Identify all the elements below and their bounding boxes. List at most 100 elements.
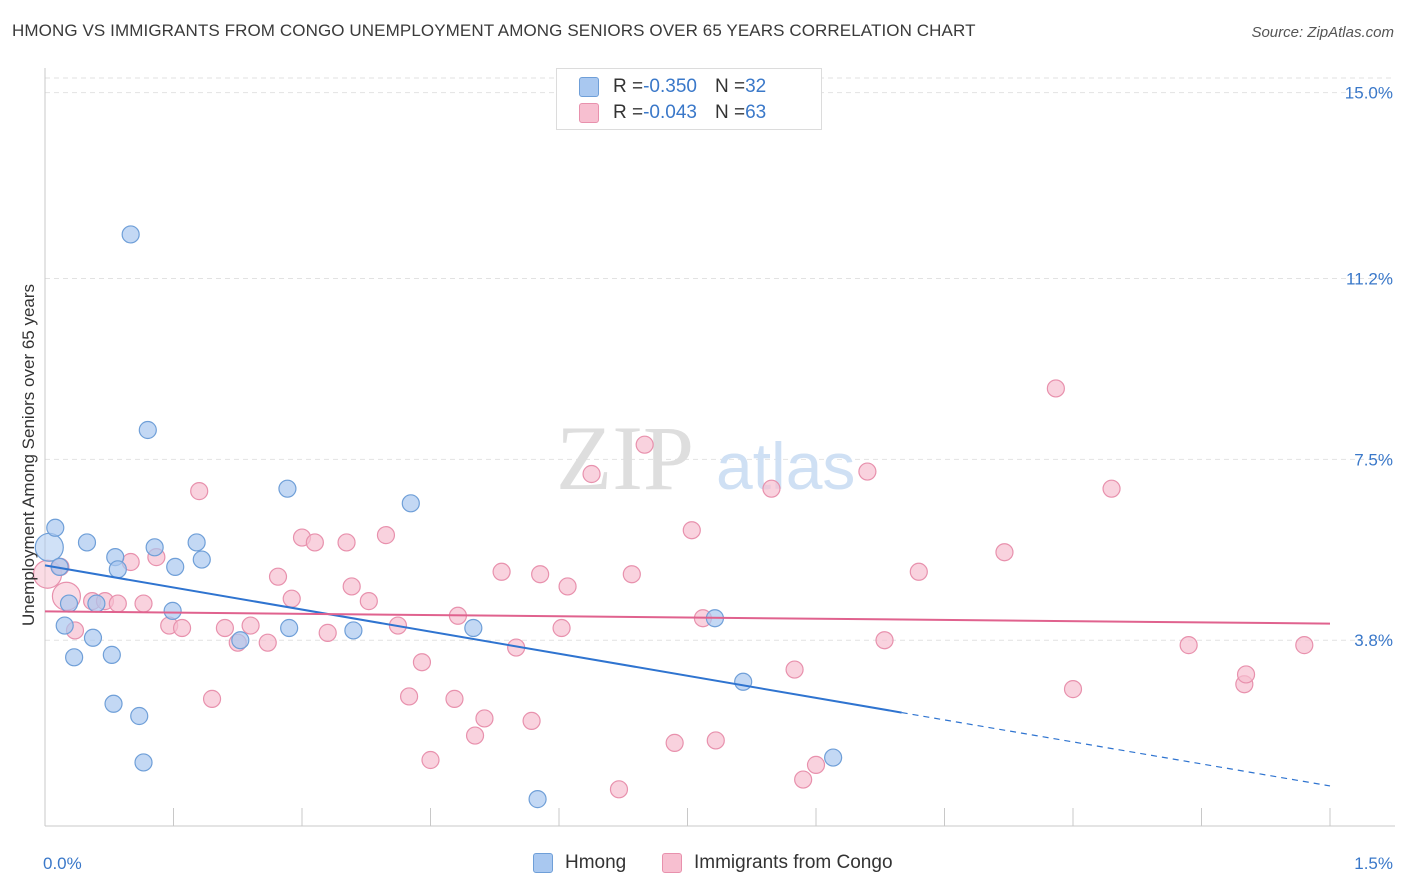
- congo-point-59: [1102, 479, 1121, 498]
- congo-point-63: [1295, 636, 1314, 655]
- congo-point-24: [342, 577, 361, 596]
- x-tick-label-1: 1.5%: [1354, 854, 1393, 873]
- hmong-point-7: [83, 628, 103, 647]
- congo-point-50: [785, 660, 804, 679]
- legend-row-congo: R = -0.043 N = 63: [579, 100, 766, 126]
- hmong-n-value: 32: [745, 76, 767, 97]
- hmong-point-12: [108, 560, 127, 579]
- congo-point-31: [445, 689, 464, 708]
- congo-legend-label: Immigrants from Congo: [694, 852, 893, 873]
- hmong-point-16: [138, 420, 157, 440]
- congo-point-60: [1179, 636, 1198, 655]
- hmong-point-26: [401, 494, 420, 513]
- source-label: Source: ZipAtlas.com: [1251, 24, 1394, 41]
- hmong-trendline: [44, 564, 902, 714]
- congo-r-value: -0.043: [643, 102, 697, 123]
- congo-point-12: [190, 482, 209, 501]
- congo-point-46: [682, 521, 701, 540]
- congo-point-43: [622, 565, 641, 584]
- hmong-point-13: [121, 225, 140, 244]
- congo-r-label: R =: [613, 102, 644, 123]
- congo-point-54: [875, 631, 894, 650]
- congo-point-41: [582, 464, 601, 484]
- hmong-r-label: R =: [613, 76, 644, 97]
- hmong-point-22: [231, 631, 250, 650]
- congo-point-14: [215, 618, 234, 638]
- congo-point-11: [172, 618, 192, 638]
- hmong-point-15: [134, 753, 153, 772]
- congo-point-44: [635, 435, 654, 454]
- hmong-point-10: [104, 694, 123, 713]
- congo-point-58: [1063, 680, 1083, 699]
- congo-point-19: [282, 589, 301, 608]
- congo-point-56: [995, 543, 1014, 562]
- chart-title: HMONG VS IMMIGRANTS FROM CONGO UNEMPLOYM…: [12, 21, 976, 40]
- congo-point-18: [268, 567, 288, 586]
- congo-point-35: [492, 562, 511, 581]
- congo-point-53: [858, 462, 877, 481]
- hmong-point-5: [65, 648, 84, 667]
- x-tick-label-0: 0.0%: [43, 854, 82, 873]
- y-tick-label-1: 7.5%: [1354, 450, 1393, 469]
- hmong-point-14: [130, 706, 149, 726]
- hmong-point-24: [280, 618, 299, 638]
- hmong-point-4: [59, 594, 79, 613]
- congo-point-13: [202, 689, 222, 708]
- y-tick-label-2: 11.2%: [1346, 269, 1393, 288]
- congo-point-16: [241, 616, 260, 635]
- congo-point-8: [134, 594, 153, 613]
- congo-point-37: [522, 711, 541, 730]
- congo-point-26: [376, 526, 396, 545]
- hmong-point-8: [87, 594, 106, 613]
- legend-row-hmong: R = -0.350 N = 32: [579, 74, 766, 100]
- congo-point-28: [399, 687, 419, 706]
- hmong-n-label: N =: [714, 76, 746, 97]
- hmong-point-9: [102, 645, 121, 664]
- trendlines-layer: [44, 564, 1331, 787]
- hmong-trendline-extension: [901, 711, 1331, 787]
- congo-point-45: [665, 733, 684, 752]
- congo-point-17: [258, 633, 277, 652]
- congo-swatch: [579, 103, 599, 123]
- hmong-point-28: [528, 790, 547, 809]
- congo-point-38: [531, 565, 550, 584]
- hmong-point-23: [278, 479, 297, 498]
- grid-layer: [45, 77, 1395, 641]
- congo-point-62: [1236, 665, 1256, 684]
- congo-legend-swatch: [662, 853, 682, 873]
- congo-n-label: N =: [714, 102, 746, 123]
- congo-point-39: [552, 618, 571, 638]
- congo-point-52: [806, 755, 826, 774]
- hmong-point-3: [55, 616, 74, 635]
- y-axis-label: Unemployment Among Seniors over 65 years: [19, 284, 38, 626]
- hmong-point-20: [187, 533, 206, 552]
- axes-layer: [44, 68, 1395, 827]
- correlation-legend: R = -0.350 N = 32 R = -0.043 N = 63: [556, 68, 822, 130]
- legend-item-congo[interactable]: Immigrants from Congo: [662, 852, 893, 874]
- congo-point-33: [465, 726, 485, 745]
- hmong-point-19: [166, 557, 185, 576]
- congo-point-34: [475, 709, 494, 728]
- hmong-point-27: [464, 618, 483, 638]
- congo-point-21: [305, 533, 324, 552]
- hmong-point-17: [145, 538, 164, 557]
- hmong-point-6: [77, 533, 97, 552]
- hmong-point-31: [824, 748, 843, 767]
- hmong-legend-swatch: [533, 853, 553, 873]
- congo-n-value: 63: [745, 102, 767, 123]
- watermark: ZIP atlas: [556, 407, 855, 509]
- congo-trendline: [44, 610, 1331, 625]
- congo-point-51: [794, 770, 813, 789]
- points-layer: [32, 225, 1314, 809]
- legend-item-hmong[interactable]: Hmong: [533, 852, 626, 874]
- congo-point-25: [359, 592, 378, 611]
- watermark-zip: ZIP: [556, 407, 694, 509]
- watermark-atlas: atlas: [716, 429, 855, 503]
- hmong-point-21: [192, 550, 211, 569]
- congo-point-40: [558, 577, 577, 596]
- congo-point-42: [609, 780, 629, 799]
- hmong-point-1: [46, 518, 65, 537]
- y-tick-label-3: 15.0%: [1345, 84, 1393, 103]
- congo-point-30: [421, 750, 440, 770]
